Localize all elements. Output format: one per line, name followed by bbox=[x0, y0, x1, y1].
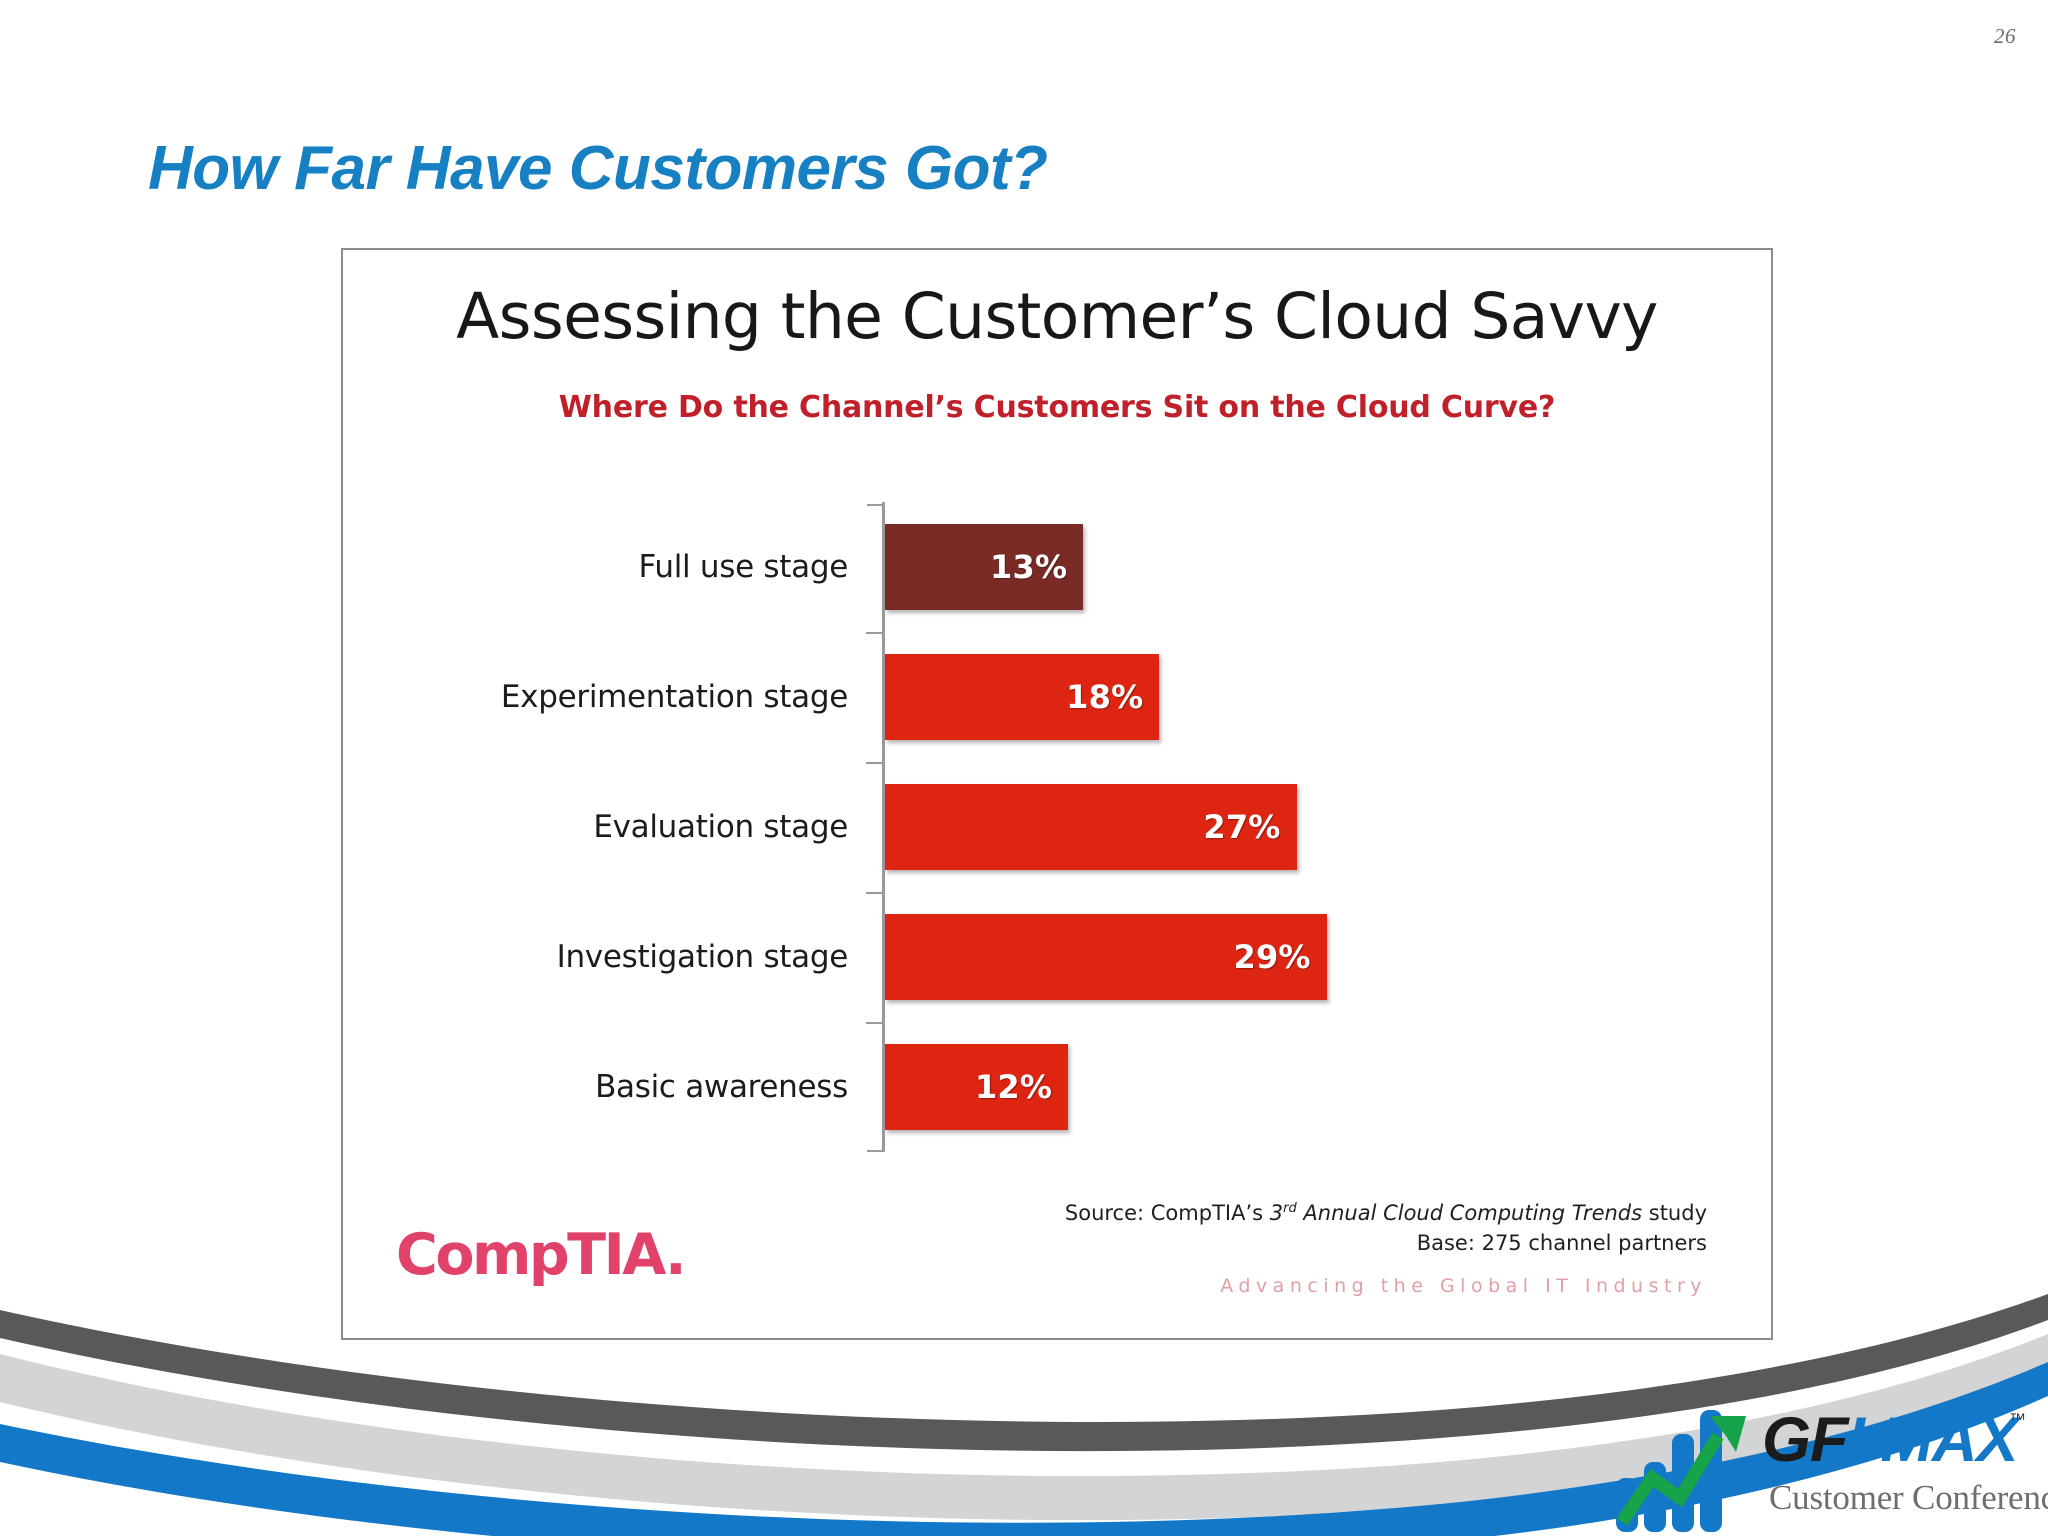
bar-value-label: 29% bbox=[1233, 938, 1311, 976]
axis-tick-bottom bbox=[867, 1150, 883, 1152]
bar-experimentation-stage[interactable]: 18% bbox=[885, 654, 1160, 740]
source-line-2: Base: 275 channel partners bbox=[1416, 1231, 1707, 1256]
source-prefix: Source: CompTIA’s bbox=[1064, 1201, 1270, 1225]
gfi-max-bars-icon bbox=[1616, 1410, 1746, 1532]
bar-category-label: Basic awareness bbox=[595, 1069, 848, 1105]
table-row: Basic awareness 12% bbox=[343, 1022, 1775, 1152]
table-row: Full use stage 13% bbox=[343, 502, 1775, 632]
gfi-brand-max: MAX bbox=[1880, 1405, 2019, 1475]
axis-tick-top bbox=[867, 504, 883, 506]
bar-basic-awareness[interactable]: 12% bbox=[885, 1044, 1069, 1130]
axis-tick-2 bbox=[866, 762, 883, 764]
source-study-name: Annual Cloud Computing Trends bbox=[1296, 1201, 1649, 1225]
gfi-max-wordmark: GFI MAX bbox=[1762, 1404, 2019, 1476]
chart-heading: Assessing the Customer’s Cloud Savvy bbox=[456, 280, 1658, 353]
gfi-max-subtitle: Customer Conferences bbox=[1769, 1478, 2048, 1517]
bar-track: 13% bbox=[885, 524, 1678, 610]
axis-tick-3 bbox=[866, 892, 883, 894]
source-edition: 3rd bbox=[1269, 1201, 1297, 1225]
category-axis-line bbox=[882, 502, 885, 1152]
comptia-tagline: Advancing the Global IT Industry bbox=[1220, 1274, 1707, 1297]
comptia-logo: CompTIA. bbox=[396, 1222, 687, 1288]
trademark-icon: ™ bbox=[2009, 1410, 2026, 1429]
bar-category-label: Experimentation stage bbox=[500, 679, 848, 715]
bar-evaluation-stage[interactable]: 27% bbox=[885, 784, 1297, 870]
bar-track: 27% bbox=[885, 784, 1678, 870]
bar-track: 12% bbox=[885, 1044, 1678, 1130]
page-title: How Far Have Customers Got? bbox=[148, 134, 1048, 203]
gfi-max-logo: GFI MAX ™ Customer Conferences bbox=[1614, 1404, 2048, 1536]
axis-tick-4 bbox=[866, 1022, 883, 1024]
bar-track: 18% bbox=[885, 654, 1678, 740]
table-row: Investigation stage 29% bbox=[343, 892, 1775, 1022]
bar-value-label: 27% bbox=[1203, 808, 1281, 846]
gfi-brand-gf: GF bbox=[1762, 1405, 1848, 1475]
table-row: Experimentation stage 18% bbox=[343, 632, 1775, 762]
source-suffix: study bbox=[1648, 1201, 1707, 1225]
gfi-brand-i: I bbox=[1847, 1405, 1865, 1475]
bar-investigation-stage[interactable]: 29% bbox=[885, 914, 1327, 1000]
axis-tick-1 bbox=[866, 632, 883, 634]
bar-full-use-stage[interactable]: 13% bbox=[885, 524, 1084, 610]
bar-chart-plot: Full use stage 13% Experimentation stage… bbox=[343, 502, 1775, 1152]
bar-value-label: 18% bbox=[1066, 678, 1144, 716]
bar-category-label: Investigation stage bbox=[556, 939, 849, 975]
table-row: Evaluation stage 27% bbox=[343, 762, 1775, 892]
chart-source-note: Source: CompTIA’s 3rd Annual Cloud Compu… bbox=[1065, 1198, 1707, 1300]
bar-category-label: Full use stage bbox=[638, 549, 849, 585]
bar-category-label: Evaluation stage bbox=[593, 809, 848, 845]
chart-card: Assessing the Customer’s Cloud Savvy Whe… bbox=[341, 248, 1773, 1340]
bar-track: 29% bbox=[885, 914, 1678, 1000]
bar-value-label: 13% bbox=[990, 548, 1068, 586]
chart-subheading: Where Do the Channel’s Customers Sit on … bbox=[558, 390, 1556, 425]
slide-number: 26 bbox=[1994, 24, 2016, 48]
source-line-1: Source: CompTIA’s 3rd Annual Cloud Compu… bbox=[1065, 1198, 1707, 1228]
bar-value-label: 12% bbox=[974, 1068, 1053, 1106]
